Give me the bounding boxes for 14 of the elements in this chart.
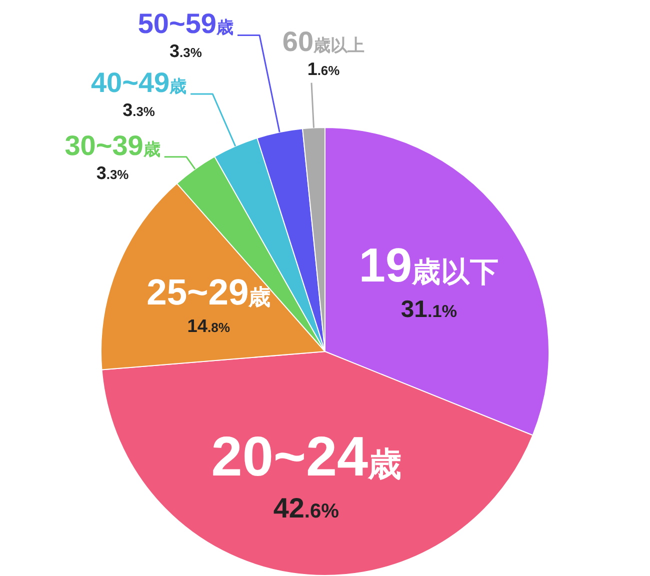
data-label: 3.3% (170, 41, 202, 62)
slice-label: 19歳以下 (358, 239, 500, 292)
slice-label: 25~29歳 (146, 272, 271, 313)
data-label: 42.6% (273, 492, 340, 524)
slice-label: 20~24歳 (211, 424, 402, 488)
data-label: 1.6% (307, 58, 340, 79)
data-label: 3.3% (122, 100, 156, 120)
data-label: 31.1% (400, 296, 458, 324)
data-label: 14.8% (187, 316, 230, 336)
slice-label: 60歳以上 (282, 26, 365, 57)
slice-label: 50~59歳 (138, 8, 234, 40)
slice-label: 30~39歳 (64, 130, 160, 161)
data-label: 3.3% (96, 162, 130, 183)
slice-label: 40~49歳 (90, 66, 187, 98)
